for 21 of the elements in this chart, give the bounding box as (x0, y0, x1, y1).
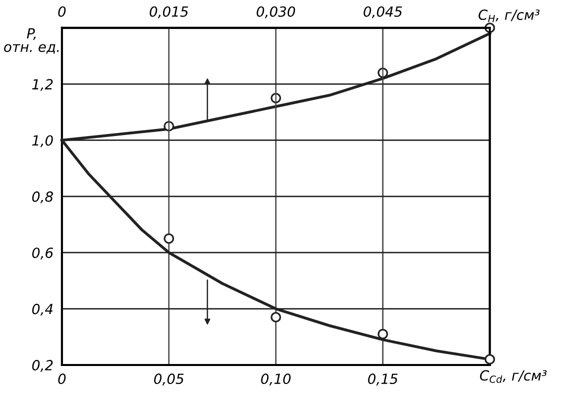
x-axis-title: C$_{Cd}$, г/см³ (480, 370, 547, 383)
y-tick-label: 1,2 (32, 79, 53, 91)
y-tick-label: 0,2 (32, 360, 53, 372)
y-tick-label: 0,6 (32, 248, 53, 260)
x-tick-label: 0,10 (261, 374, 291, 386)
y-tick-label: 0,8 (32, 191, 53, 204)
x2-tick-label: 0,030 (256, 6, 296, 18)
x-tick-label: 0,05 (154, 374, 184, 386)
x2-axis-title: C$_{H}$, г/см³ (478, 10, 540, 22)
x2-tick-label: 0,015 (150, 6, 188, 18)
y-tick-label: 0,4 (32, 304, 53, 316)
y-axis-title: P, отн. ед. (4, 28, 59, 54)
x-tick-label: 0 (58, 374, 66, 384)
x2-tick-label: 0 (58, 6, 66, 17)
y-tick-label: 1,0 (32, 135, 53, 148)
point (378, 328, 388, 340)
x2-tick-label: 0,045 (364, 6, 402, 18)
point (484, 354, 496, 365)
point (164, 233, 174, 244)
x-tick-label: 0,15 (368, 374, 398, 386)
point (270, 312, 282, 322)
